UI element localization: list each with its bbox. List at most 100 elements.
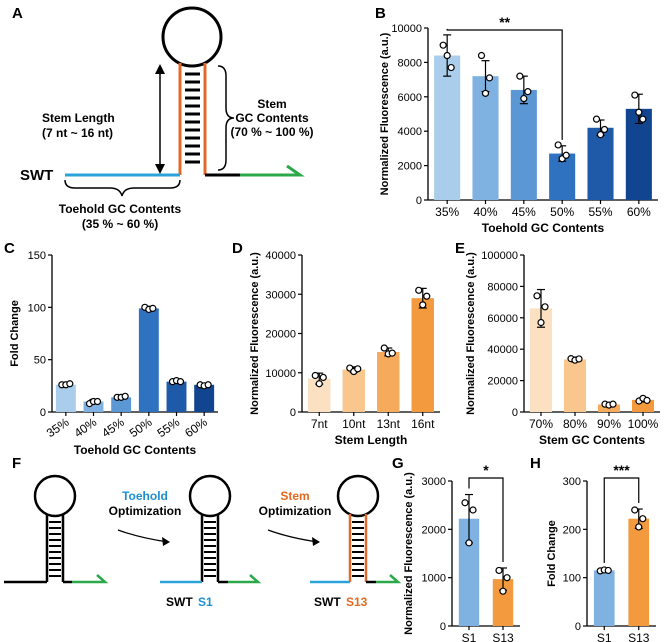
x-tick-label: 13nt [377, 417, 401, 431]
y-axis-title: Fold Change [546, 520, 558, 587]
chart-h: 0 100 200 300 S1 S13 Fold Change *** [546, 462, 656, 642]
stem-length-line2: (7 nt ~ 16 nt) [42, 126, 113, 140]
data-point [176, 378, 185, 386]
stem-gc-line2: GC Contents [235, 111, 309, 125]
data-point [596, 131, 605, 139]
data-point [635, 108, 643, 116]
bar [83, 401, 104, 412]
y-axis-title: Normalized Fluorescence (a.u.) [465, 252, 477, 415]
bar [138, 308, 159, 412]
data-point [609, 400, 617, 408]
y-tick-label: 300 [563, 476, 581, 488]
data-point [520, 94, 528, 103]
chart-d: 0 10000 20000 30000 40000 7nt 10nt 13nt 16ntStem… [249, 250, 440, 447]
data-point [631, 91, 639, 99]
x-tick-label: 45% [99, 415, 127, 440]
x-tick-label: 60% [182, 415, 210, 440]
data-point [465, 539, 473, 547]
bar [342, 369, 365, 412]
toehold-gc-brace [64, 179, 181, 197]
data-point [592, 115, 601, 123]
data-point [149, 304, 157, 312]
stem-gc-line1: Stem [257, 97, 286, 111]
toehold-gc-line2: (35 % ~ 60 %) [82, 217, 158, 231]
swt-label: SWT [20, 167, 53, 184]
panel-a: A Stem Length (7 nt ~ 16 nt) Stem G [12, 5, 314, 231]
y-tick-label: 2000 [422, 524, 446, 536]
x-tick-label: 50% [127, 415, 155, 440]
data-point [533, 292, 541, 300]
data-point [477, 51, 486, 60]
data-point [537, 318, 545, 327]
bar [492, 579, 514, 626]
x-tick-label: S13 [628, 631, 650, 642]
data-point [524, 88, 532, 96]
x-tick-label: 16nt [411, 417, 435, 431]
panel-f: F Toehold Optimization [4, 455, 402, 609]
data-point [562, 151, 570, 159]
reporter-strand [240, 164, 305, 177]
data-point [516, 72, 524, 80]
bar [111, 397, 132, 412]
bar [308, 378, 331, 412]
data-point [315, 380, 323, 388]
x-tick-label: 7nt [311, 417, 328, 431]
x-tick-label: 55% [155, 415, 183, 440]
f-hairpin-1 [4, 474, 109, 584]
chart-b: 0 2000 4000 6000 8000 10000 35% 40% 45% 50% 55% 60%… [379, 14, 658, 235]
y-tick-label: 3000 [422, 476, 446, 488]
data-point [639, 115, 647, 123]
x-axis-title: Stem Length [335, 433, 408, 447]
data-point [481, 89, 490, 97]
data-point [600, 125, 609, 134]
y-tick-label: 100000 [481, 250, 518, 262]
bar [510, 89, 537, 200]
y-tick-label: 150 [28, 250, 46, 262]
step2-arrow-icon [267, 529, 319, 543]
y-tick-label: 100 [563, 573, 581, 585]
stem-gc-brace [217, 65, 235, 171]
panel-h-label: H [530, 455, 541, 472]
panel-b-label: B [375, 5, 386, 22]
y-axis-title: Normalized Fluorescence (a.u.) [249, 252, 261, 415]
data-point [204, 381, 212, 389]
data-point [380, 344, 388, 352]
data-point [93, 397, 102, 406]
x-tick-label: 60% [627, 205, 651, 219]
significance-marker: *** [613, 462, 630, 478]
panel-a-label: A [12, 5, 23, 22]
data-point [541, 303, 549, 311]
y-tick-label: 0 [40, 407, 46, 419]
x-tick-label: 70% [529, 417, 553, 431]
hairpin-loop [161, 6, 223, 68]
y-axis-title: Normalized Fluorescence (a.u.) [379, 32, 391, 195]
bar [593, 570, 615, 626]
x-tick-label: 80% [563, 417, 587, 431]
bar [377, 351, 400, 412]
y-tick-label: 30000 [265, 289, 296, 301]
step2-line1: Stem [280, 489, 309, 503]
data-point [604, 566, 612, 575]
chart-c: 0 50 100 150 35% 40% 45% 50% 55% 60% Toehold GC Co… [9, 250, 218, 457]
panel-c-label: C [4, 240, 15, 257]
swt-s13-suffix: S13 [346, 595, 368, 609]
data-point [643, 396, 651, 404]
data-point [469, 506, 477, 514]
step1-line1: Toehold [122, 489, 168, 503]
x-tick-label: 100% [628, 417, 659, 431]
y-tick-label: 0 [512, 407, 518, 419]
significance-bracket [603, 477, 640, 563]
y-tick-label: 20000 [487, 376, 518, 388]
x-tick-label: S1 [462, 631, 477, 642]
data-point [499, 587, 507, 595]
toehold-gc-line1: Toehold GC Contents [59, 202, 182, 216]
x-axis-title: Toehold GC Contents [74, 443, 197, 457]
bar [529, 308, 553, 412]
y-tick-label: 0 [440, 621, 446, 633]
data-point [575, 355, 583, 363]
bar [166, 381, 187, 412]
x-tick-label: 90% [597, 417, 621, 431]
bar [458, 518, 480, 626]
y-tick-label: 80000 [487, 281, 518, 293]
